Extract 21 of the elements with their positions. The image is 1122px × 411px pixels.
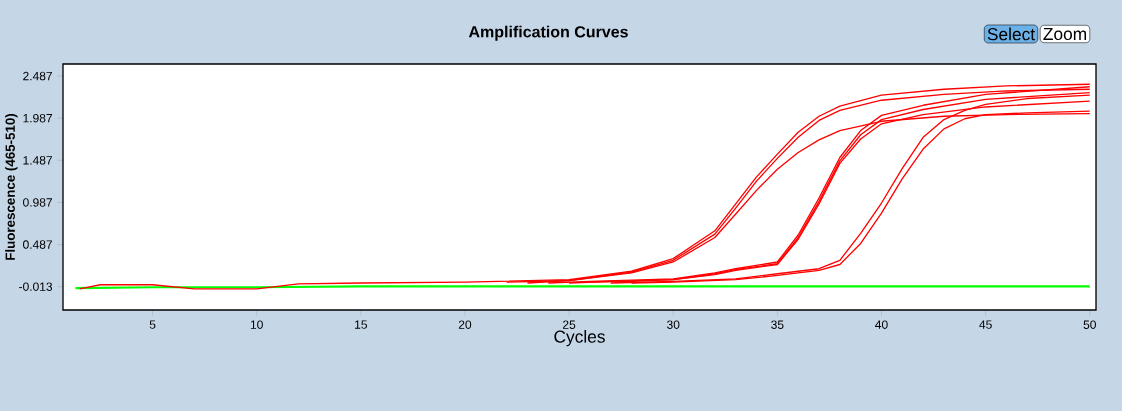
x-tick-label: 15: [355, 320, 367, 329]
y-tick-label: 1.487: [23, 156, 52, 165]
x-tick-label: 40: [875, 320, 888, 329]
y-tick-label: 0.487: [23, 240, 52, 249]
x-tick-label: 20: [458, 320, 472, 329]
x-tick-label: 45: [979, 320, 992, 329]
y-tick-label: 0.987: [23, 198, 52, 207]
y-tick-label: 1.987: [23, 113, 52, 123]
x-axis-title: Cycles: [554, 330, 605, 347]
text: Select: [987, 27, 1035, 41]
chart-title: Amplification Curves: [468, 25, 628, 41]
x-tick-label: 30: [667, 320, 680, 329]
text: Zoom: [1043, 27, 1087, 41]
y-tick-label: 2.487: [23, 71, 52, 81]
y-axis-title: Fluorescence (465-510): [5, 113, 18, 260]
y-tick-label: -0.013: [19, 282, 53, 291]
x-tick-label: 35: [771, 320, 784, 329]
x-tick-label: 10: [250, 320, 263, 329]
x-tick-label: 50: [1083, 320, 1096, 329]
x-tick-label: 5: [149, 320, 156, 329]
x-tick-label: 25: [563, 320, 576, 329]
